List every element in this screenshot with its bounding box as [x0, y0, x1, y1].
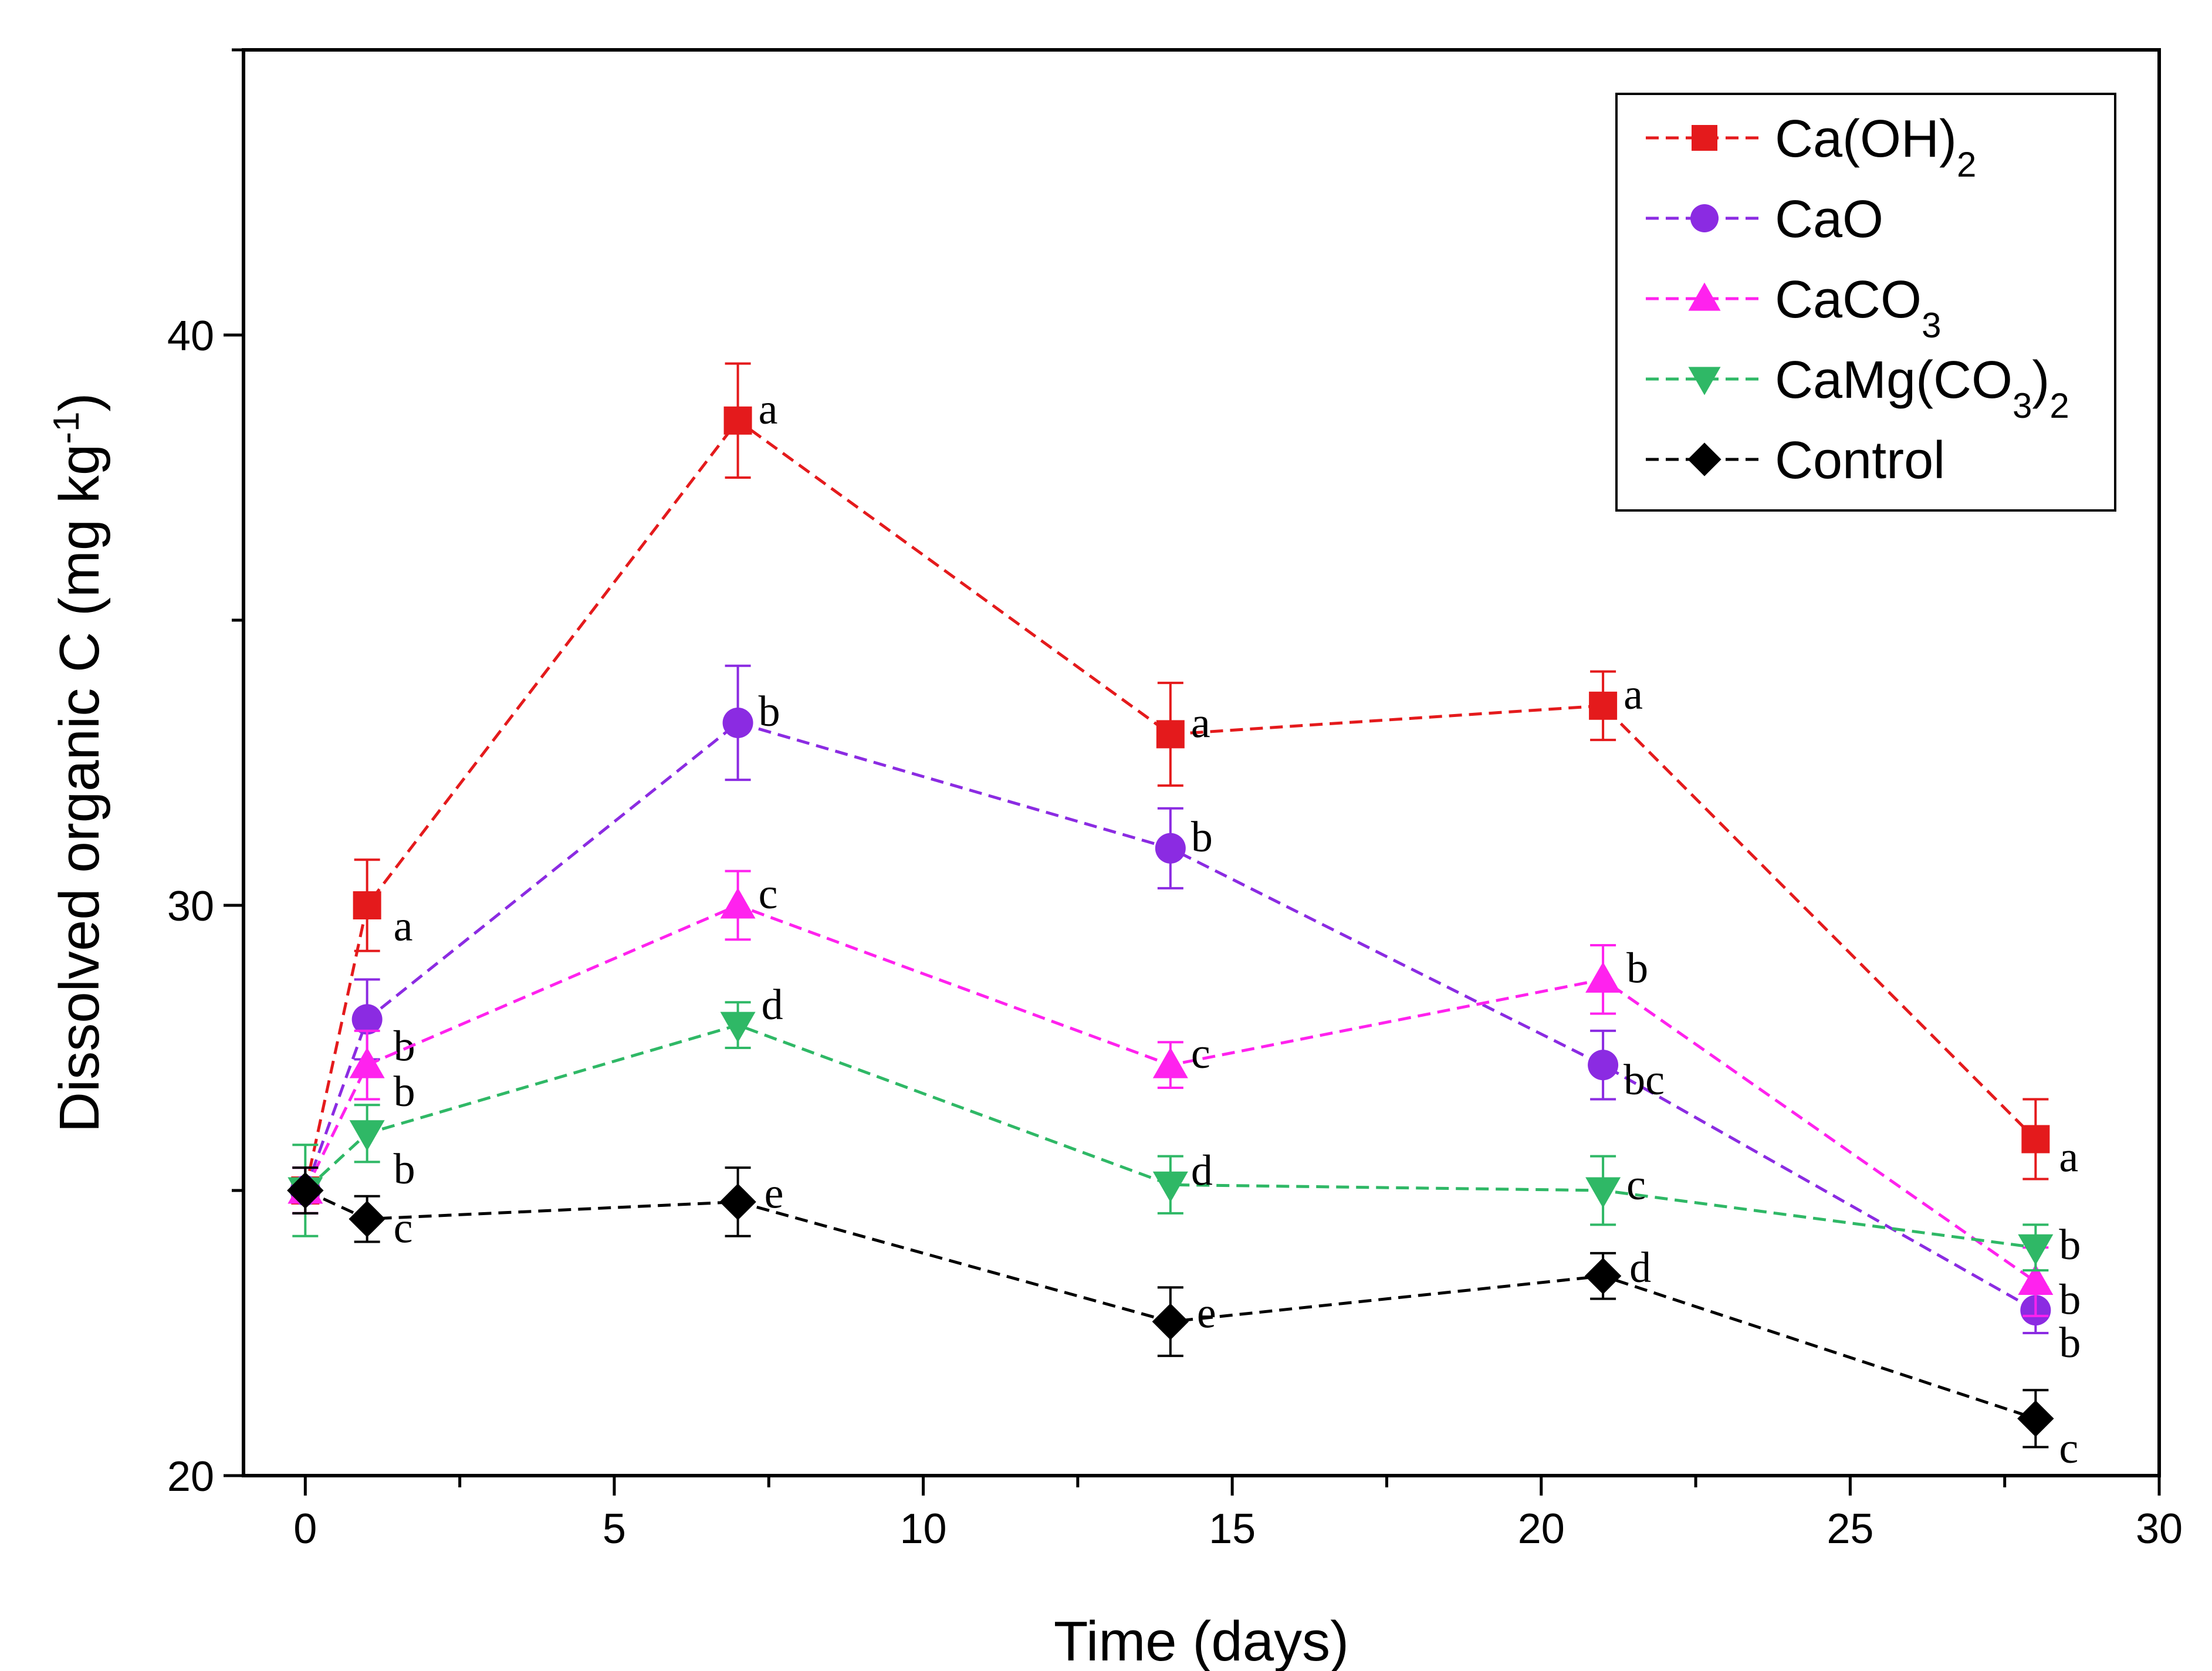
y-tick-label: 20 [167, 1453, 214, 1500]
marker-triangle-up [1585, 962, 1621, 993]
significance-label: c [394, 1205, 413, 1253]
marker-circle [351, 1004, 383, 1035]
legend-entry: CaO [1646, 190, 1883, 249]
axes-layer: 0 5 10 15 20 25 30 20 30 40 Time (days) Dissolved o… [46, 48, 2183, 1671]
legend-label: Control [1775, 431, 1945, 490]
significance-label: b [394, 1145, 415, 1193]
legend-entry: Ca(OH)2 [1646, 110, 1976, 184]
x-tick-label: 10 [900, 1506, 947, 1552]
x-tick-label: 15 [1209, 1506, 1256, 1552]
marker-diamond [1584, 1257, 1622, 1294]
marker-triangle-up [1688, 282, 1721, 311]
significance-label: e [1197, 1290, 1216, 1338]
y-tick-label: 30 [167, 883, 214, 930]
marker-diamond [1687, 442, 1721, 476]
legend-entry: CaCO3 [1646, 270, 1941, 345]
marker-diamond [719, 1183, 756, 1220]
x-tick-label: 5 [603, 1506, 626, 1552]
significance-label: d [762, 981, 783, 1029]
series-line [305, 1189, 2037, 1420]
x-tick-label: 30 [2136, 1506, 2183, 1552]
marker-square [1156, 720, 1185, 749]
marker-square [2021, 1125, 2050, 1154]
legend-label: Ca(OH)2 [1775, 110, 1976, 184]
marker-triangle-down [720, 1012, 756, 1043]
significance-label: c [759, 870, 778, 918]
marker-circle [1690, 204, 1719, 232]
significance-label: d [1629, 1244, 1651, 1292]
marker-triangle-down [2018, 1234, 2054, 1266]
series-line [304, 1023, 2036, 1249]
marker-circle [1155, 833, 1186, 864]
y-tick-label: 40 [167, 313, 214, 360]
x-tick-label: 20 [1518, 1506, 1565, 1552]
significance-label: a [394, 902, 413, 950]
significance-label: b [1191, 813, 1213, 861]
marker-diamond [2017, 1400, 2054, 1437]
series-line [303, 721, 2037, 1312]
marker-triangle-up [720, 888, 756, 919]
marker-triangle-down [1585, 1177, 1621, 1208]
significance-label: c [1191, 1030, 1210, 1078]
significance-label: a [759, 385, 778, 434]
y-axis-title: Dissolved organic C (mg kg-1) [46, 393, 111, 1133]
plot-area [242, 48, 2161, 1477]
x-tick-label: 0 [293, 1506, 317, 1552]
marker-triangle-up [349, 1047, 385, 1078]
marker-diamond [1152, 1303, 1189, 1340]
significance-label: b [2059, 1221, 2081, 1269]
series-line [303, 418, 2037, 1191]
significance-label: b [2059, 1319, 2081, 1367]
series-control: c e e d c [287, 1166, 2078, 1473]
significance-label: c [2059, 1425, 2078, 1473]
marker-square [723, 406, 752, 435]
marker-square [1692, 125, 1717, 151]
x-tick-label: 25 [1827, 1506, 1873, 1552]
significance-label: c [1626, 1161, 1646, 1209]
marker-triangle-down [349, 1120, 385, 1151]
series-camgco32: bdd cb [288, 981, 2081, 1272]
significance-label: b [759, 688, 780, 736]
marker-triangle-up [2018, 1264, 2054, 1295]
legend-entry: Control [1646, 431, 1945, 490]
significance-label: a [1624, 671, 1643, 719]
significance-label: e [765, 1169, 784, 1217]
marker-triangle-up [1152, 1047, 1188, 1078]
legend-label: CaO [1775, 190, 1883, 249]
marker-triangle-down [1152, 1171, 1188, 1203]
marker-circle [722, 707, 753, 738]
marker-diamond [349, 1200, 385, 1237]
series-line [304, 904, 2037, 1283]
marker-triangle-down [1688, 367, 1721, 395]
significance-label: b [1626, 944, 1648, 992]
significance-label: a [1191, 699, 1210, 747]
marker-circle [1588, 1050, 1619, 1081]
marker-square [1589, 691, 1618, 720]
x-axis-title: Time (days) [1054, 1610, 1349, 1671]
significance-label: bc [1624, 1056, 1665, 1104]
significance-label: b [394, 1068, 415, 1116]
marker-diamond [287, 1172, 324, 1209]
legend-label: CaCO3 [1775, 270, 1941, 345]
marker-square [353, 891, 381, 919]
significance-label: b [2059, 1276, 2081, 1324]
significance-label: d [1191, 1146, 1213, 1195]
significance-label: a [2059, 1134, 2078, 1182]
legend-label: CaMg(CO3)2 [1775, 351, 2069, 425]
legend-entry: CaMg(CO3)2 [1646, 351, 2069, 425]
